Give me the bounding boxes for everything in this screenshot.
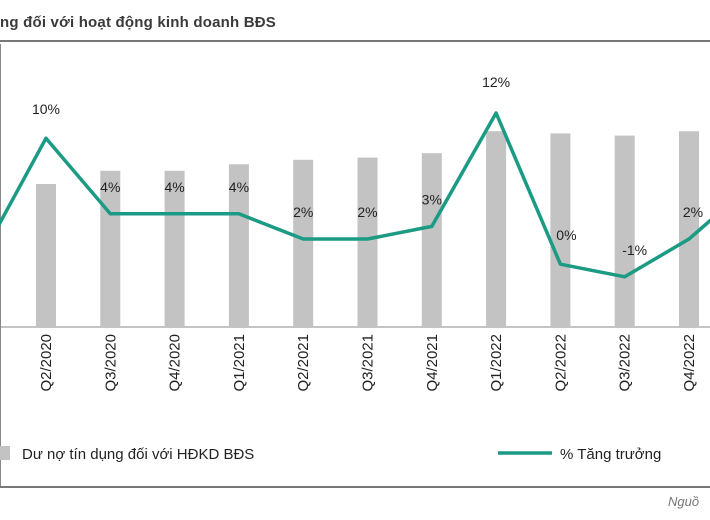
bar-Q2-2022 xyxy=(550,133,571,327)
bar-Q1-2021 xyxy=(228,164,249,327)
x-tick-Q2-2021: Q2/2021 xyxy=(295,334,312,392)
data-label-Q4-2020: 4% xyxy=(164,179,184,195)
data-label-Q4-2022: 2% xyxy=(683,204,703,220)
x-tick-Q1-2021: Q1/2021 xyxy=(231,334,248,392)
bar-Q2-2020 xyxy=(36,184,56,327)
chart-plot: 10% 4% 4% 4% 2% 2% 3% 12% 0% -1% 2% Q2/2020 Q3/2020 Q… xyxy=(0,44,710,488)
x-tick-Q4-2020: Q4/2020 xyxy=(167,334,184,392)
bar-Q2-2021 xyxy=(293,159,314,327)
data-label-Q2-2020: 10% xyxy=(32,101,60,117)
data-label-Q2-2022: 0% xyxy=(556,227,576,243)
bar-Q4-2020 xyxy=(164,170,185,327)
legend-line-label: % Tăng trưởng xyxy=(560,446,661,463)
chart-title: ng đối với hoạt động kinh doanh BĐS xyxy=(0,14,276,31)
x-tick-Q4-2021: Q4/2021 xyxy=(424,334,441,392)
growth-line xyxy=(0,111,710,279)
x-tick-Q3-2020: Q3/2020 xyxy=(102,334,119,392)
title-divider xyxy=(0,40,710,42)
x-tick-Q2-2020: Q2/2020 xyxy=(38,334,55,392)
legend-bar-swatch xyxy=(0,446,10,460)
data-label-Q3-2021: 2% xyxy=(357,204,377,220)
data-label-Q1-2022: 12% xyxy=(482,74,510,90)
data-label-Q3-2020: 4% xyxy=(100,179,120,195)
x-tick-Q3-2022: Q3/2022 xyxy=(617,334,634,392)
x-tick-Q2-2022: Q2/2022 xyxy=(552,334,569,392)
data-label-Q3-2022: -1% xyxy=(622,242,647,258)
data-label-Q2-2021: 2% xyxy=(293,204,313,220)
x-tick-Q4-2022: Q4/2022 xyxy=(681,334,698,392)
bar-Q4-2021 xyxy=(421,153,442,327)
bar-Q3-2022 xyxy=(614,135,635,327)
bar-Q3-2021 xyxy=(357,157,378,327)
x-tick-Q3-2021: Q3/2021 xyxy=(360,334,377,392)
x-tick-Q1-2022: Q1/2022 xyxy=(488,334,505,392)
bar-Q1-2022 xyxy=(486,131,507,327)
data-label-Q4-2021: 3% xyxy=(422,191,442,207)
source-note: Nguồ xyxy=(668,494,700,509)
legend-bar-label: Dư nợ tín dụng đối với HĐKD BĐS xyxy=(22,446,254,463)
bar-Q4-2022 xyxy=(679,131,699,327)
data-label-Q1-2021: 4% xyxy=(229,179,249,195)
